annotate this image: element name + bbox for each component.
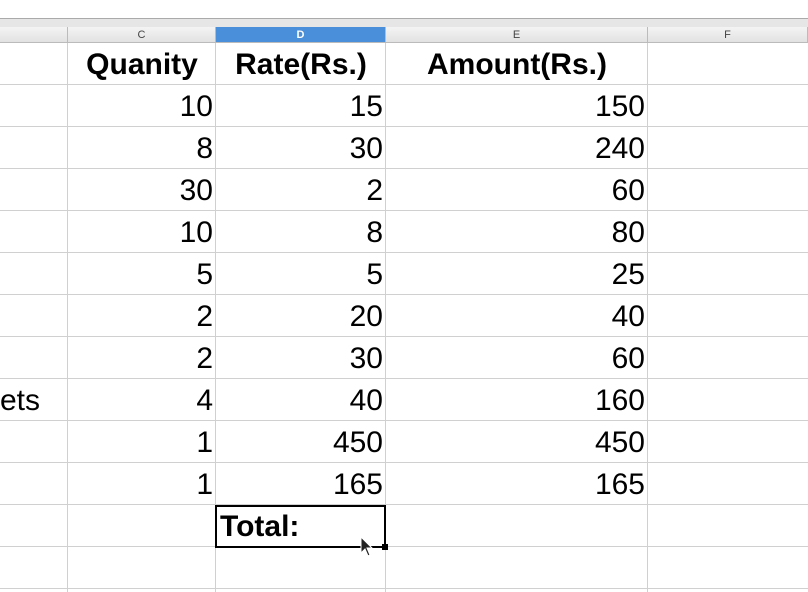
cell-b[interactable]: [0, 85, 67, 127]
cell-b[interactable]: ets: [0, 384, 41, 417]
grid-line: [0, 336, 808, 337]
grid-line: [0, 504, 808, 505]
grid-line: [0, 588, 808, 589]
column-header-e[interactable]: E: [386, 27, 648, 43]
grid-line: [0, 210, 808, 211]
cell-a[interactable]: 60: [611, 174, 645, 207]
cell-r[interactable]: 165: [332, 468, 383, 501]
spreadsheet-grid[interactable]: [0, 43, 808, 592]
cell-a[interactable]: 240: [594, 132, 645, 165]
cell-r[interactable]: 30: [349, 132, 383, 165]
selected-cell-total[interactable]: [215, 505, 386, 548]
grid-line: [0, 252, 808, 253]
cell-q[interactable]: 10: [179, 90, 213, 123]
cell-q[interactable]: 1: [196, 468, 213, 501]
cell-b[interactable]: [0, 127, 67, 169]
cell-a[interactable]: 160: [594, 384, 645, 417]
cell-b[interactable]: [0, 169, 67, 211]
toolbar-area: [0, 0, 808, 19]
cell-a[interactable]: 80: [611, 216, 645, 249]
cell-q[interactable]: 10: [179, 216, 213, 249]
grid-line: [385, 43, 386, 592]
cell-q[interactable]: 2: [196, 300, 213, 333]
cell-b[interactable]: [0, 337, 67, 379]
header-amount[interactable]: Amount(Rs.): [427, 48, 607, 81]
cell-a[interactable]: 150: [594, 90, 645, 123]
column-header-b[interactable]: [0, 27, 68, 43]
total-label[interactable]: Total:: [220, 510, 300, 543]
grid-line: [0, 462, 808, 463]
cell-q[interactable]: 4: [196, 384, 213, 417]
grid-line: [0, 168, 808, 169]
cell-q[interactable]: 2: [196, 342, 213, 375]
cell-r[interactable]: 30: [349, 342, 383, 375]
cell-b[interactable]: [0, 295, 67, 337]
grid-line: [0, 378, 808, 379]
header-separator: [0, 19, 808, 27]
cell-r[interactable]: 20: [349, 300, 383, 333]
cell-b[interactable]: [0, 211, 67, 253]
cell-r[interactable]: 450: [332, 426, 383, 459]
cell-r[interactable]: 5: [366, 258, 383, 291]
column-header-d[interactable]: D: [216, 27, 386, 43]
cell-a[interactable]: 165: [594, 468, 645, 501]
grid-line: [0, 420, 808, 421]
grid-line: [215, 43, 216, 592]
grid-line: [0, 546, 808, 547]
cell-r[interactable]: 2: [366, 174, 383, 207]
cell-a[interactable]: 40: [611, 300, 645, 333]
grid-line: [0, 294, 808, 295]
grid-line: [647, 43, 648, 592]
cell-q[interactable]: 30: [179, 174, 213, 207]
column-header-f[interactable]: F: [648, 27, 808, 43]
mouse-cursor-icon: [360, 536, 374, 557]
grid-line: [67, 43, 68, 592]
fill-handle[interactable]: [382, 544, 388, 550]
cell-b[interactable]: [0, 463, 67, 505]
cell-a[interactable]: 60: [611, 342, 645, 375]
grid-line: [0, 126, 808, 127]
column-header-c[interactable]: C: [68, 27, 216, 43]
cell-b[interactable]: [0, 253, 67, 295]
cell-b[interactable]: [0, 421, 67, 463]
cell-a[interactable]: 450: [594, 426, 645, 459]
header-quantity[interactable]: Quanity: [86, 48, 198, 81]
cell-r[interactable]: 15: [349, 90, 383, 123]
cell-q[interactable]: 8: [196, 132, 213, 165]
grid-line: [0, 84, 808, 85]
cell-q[interactable]: 1: [196, 426, 213, 459]
cell-r[interactable]: 8: [366, 216, 383, 249]
cell-a[interactable]: 25: [611, 258, 645, 291]
header-rate[interactable]: Rate(Rs.): [235, 48, 367, 81]
cell-r[interactable]: 40: [349, 384, 383, 417]
cell-q[interactable]: 5: [196, 258, 213, 291]
